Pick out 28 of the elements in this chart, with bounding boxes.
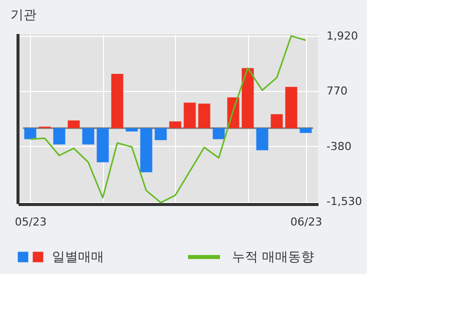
bar (285, 86, 298, 128)
bar (256, 128, 268, 150)
legend-label: 누적 매매동향 (232, 250, 314, 265)
bar (212, 128, 225, 140)
y-tick-label: 770 (326, 84, 348, 98)
x-tick-label: 06/23 (290, 216, 322, 228)
bar (24, 128, 36, 140)
bar (111, 74, 124, 128)
bar (53, 128, 66, 144)
bar (96, 128, 109, 162)
y-tick-label: -380 (326, 140, 352, 153)
chart-title: 기관 (10, 8, 36, 23)
bar (270, 114, 283, 128)
bar (242, 68, 254, 128)
x-tick-label: 05/23 (14, 216, 47, 228)
bar (300, 128, 312, 133)
bar (184, 102, 196, 128)
bar (140, 128, 152, 172)
legend-label: 일별매매 (52, 250, 104, 265)
bar (169, 121, 182, 128)
bar (126, 128, 138, 132)
bar (82, 128, 94, 144)
bar (198, 104, 210, 128)
y-tick-label: 1,920 (326, 29, 358, 42)
bar (154, 128, 167, 140)
bar (68, 120, 80, 128)
line-series (30, 35, 306, 204)
y-tick-label: -1,530 (326, 195, 362, 208)
